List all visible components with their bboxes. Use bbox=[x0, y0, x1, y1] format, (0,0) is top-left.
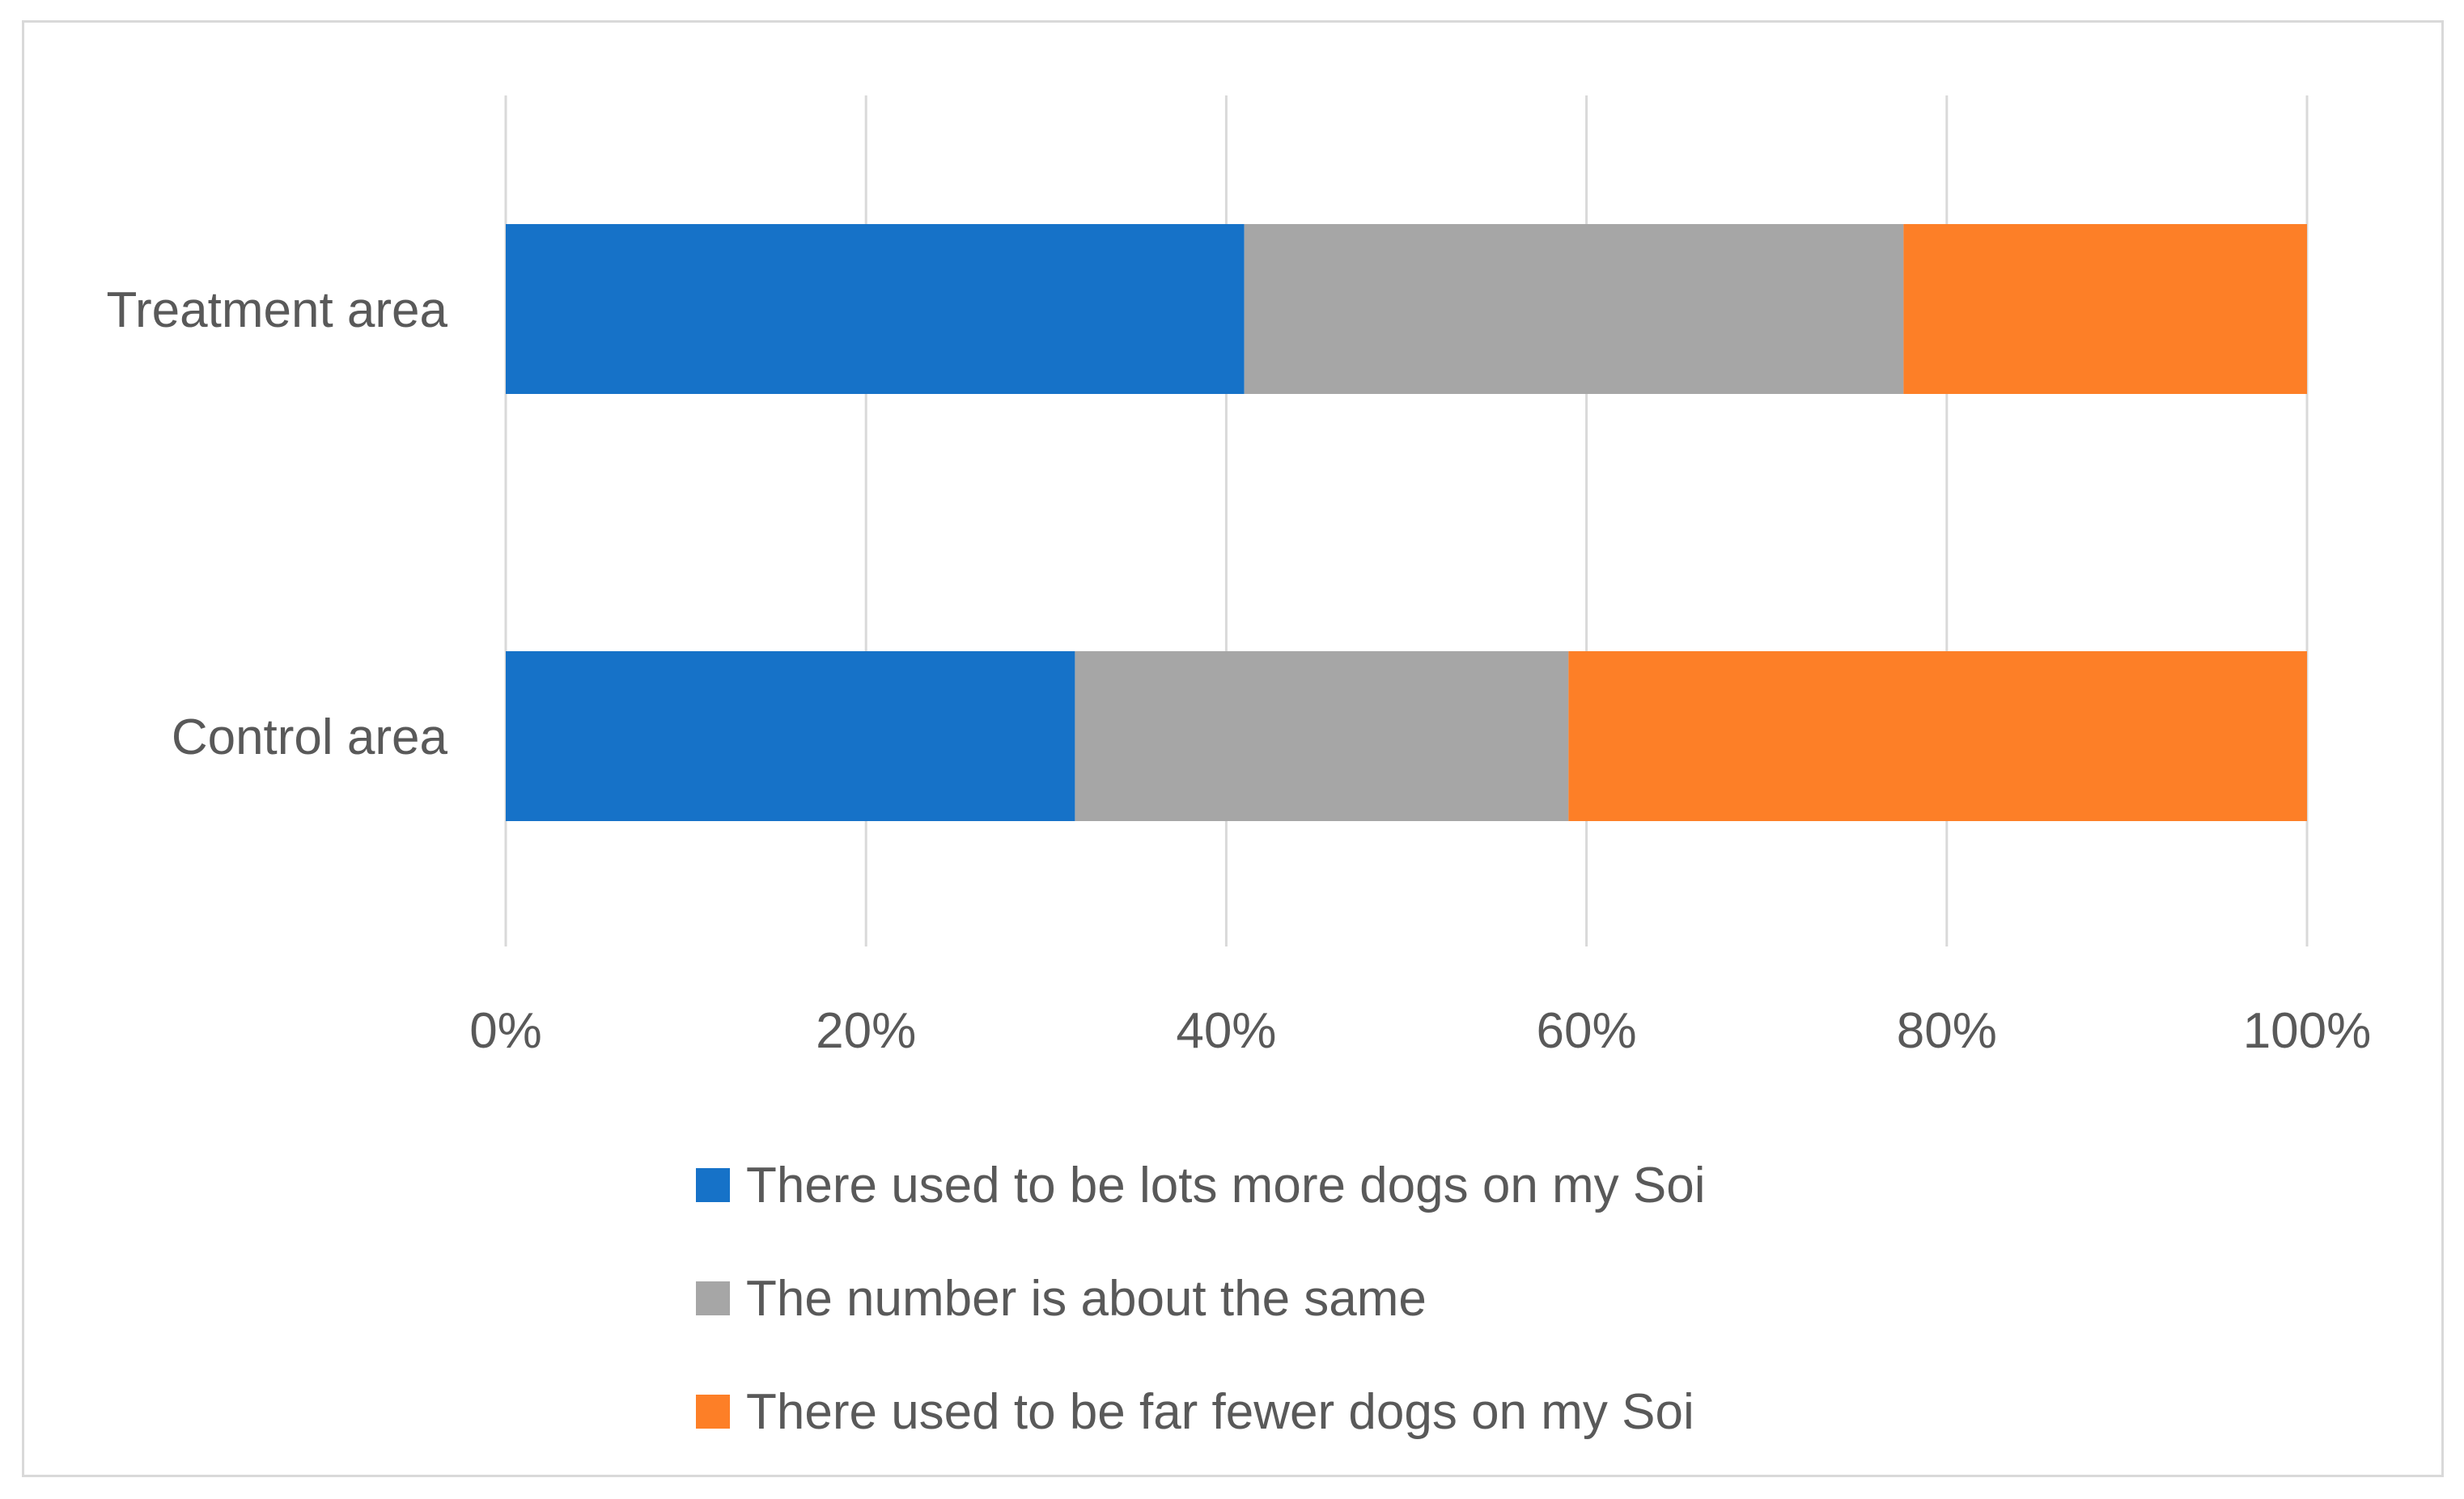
bar-segment bbox=[1244, 224, 1904, 394]
legend-item: There used to be lots more dogs on my So… bbox=[696, 1128, 1706, 1242]
category-label: Control area bbox=[172, 709, 448, 765]
x-tick-label: 80% bbox=[1897, 1003, 1997, 1059]
x-tick-label: 20% bbox=[816, 1003, 916, 1059]
bar-segment bbox=[506, 651, 1075, 821]
legend-item: The number is about the same bbox=[696, 1242, 1706, 1355]
legend-label: The number is about the same bbox=[746, 1270, 1427, 1327]
x-tick-label: 60% bbox=[1537, 1003, 1637, 1059]
legend-label: There used to be far fewer dogs on my So… bbox=[746, 1383, 1694, 1440]
bars bbox=[506, 224, 2307, 821]
x-tick-label: 100% bbox=[2243, 1003, 2372, 1059]
legend-label: There used to be lots more dogs on my So… bbox=[746, 1157, 1706, 1213]
legend-swatch bbox=[696, 1281, 730, 1315]
category-label: Treatment area bbox=[106, 282, 447, 338]
legend-item: There used to be far fewer dogs on my So… bbox=[696, 1355, 1706, 1468]
legend: There used to be lots more dogs on my So… bbox=[696, 1128, 1706, 1468]
x-tick-label: 40% bbox=[1176, 1003, 1276, 1059]
legend-swatch bbox=[696, 1168, 730, 1202]
bar-segment bbox=[1903, 224, 2307, 394]
bar-segment bbox=[1568, 651, 2307, 821]
axis-labels: 0% 20% 40% 60% 80% 100% Treatment area Control … bbox=[106, 282, 2371, 1059]
legend-swatch bbox=[696, 1395, 730, 1429]
bar-segment bbox=[506, 224, 1245, 394]
bar-segment bbox=[1075, 651, 1569, 821]
x-tick-label: 0% bbox=[469, 1003, 542, 1059]
